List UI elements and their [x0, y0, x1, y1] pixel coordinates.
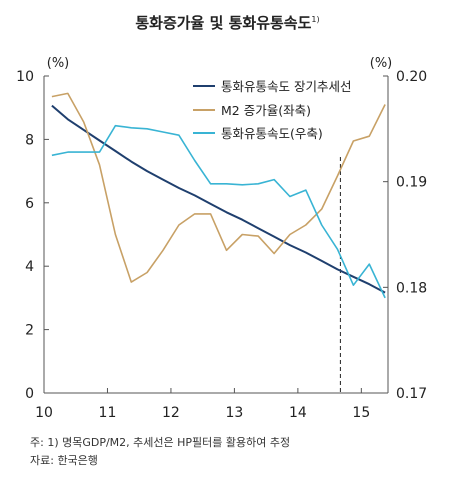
x-axis-tick-label: 12: [162, 405, 180, 421]
right-axis-tick-label: 0.20: [396, 69, 427, 85]
legend-item-trend-label: 통화유통속도 장기추세선: [221, 79, 351, 94]
left-axis-tick-label: 2: [25, 323, 34, 339]
x-axis-tick-label: 14: [289, 405, 307, 421]
left-axis-unit: (%): [47, 56, 70, 71]
left-axis-tick-label: 8: [25, 132, 34, 148]
left-axis-tick-label: 0: [25, 386, 34, 402]
legend-item-m2-label: M2 증가율(좌축): [221, 103, 311, 118]
legend-item-velocity-label: 통화유통속도(우축): [221, 126, 323, 141]
source-note: 자료: 한국은행: [30, 454, 98, 467]
trend-series-line: [51, 104, 386, 294]
x-axis-tick-label: 15: [352, 405, 370, 421]
m2-growth-series-line: [51, 92, 386, 283]
chart-title: 통화증가율 및 통화유통속도1): [135, 14, 320, 32]
left-axis-tick-label: 6: [25, 196, 34, 212]
right-axis-unit: (%): [370, 56, 393, 71]
left-axis-tick-label: 10: [16, 69, 34, 85]
footnote: 주: 1) 명목GDP/M2, 추세선은 HP필터를 활용하여 추정: [30, 436, 291, 449]
velocity-series-line: [51, 124, 386, 299]
right-axis-tick-label: 0.18: [396, 280, 427, 296]
x-axis-tick-label: 11: [99, 405, 117, 421]
x-axis-tick-label: 13: [225, 405, 243, 421]
x-axis-tick-label: 10: [35, 405, 53, 421]
right-axis-tick-label: 0.17: [396, 386, 427, 402]
right-axis-tick-label: 0.19: [396, 175, 427, 191]
left-axis-tick-label: 4: [25, 259, 34, 275]
